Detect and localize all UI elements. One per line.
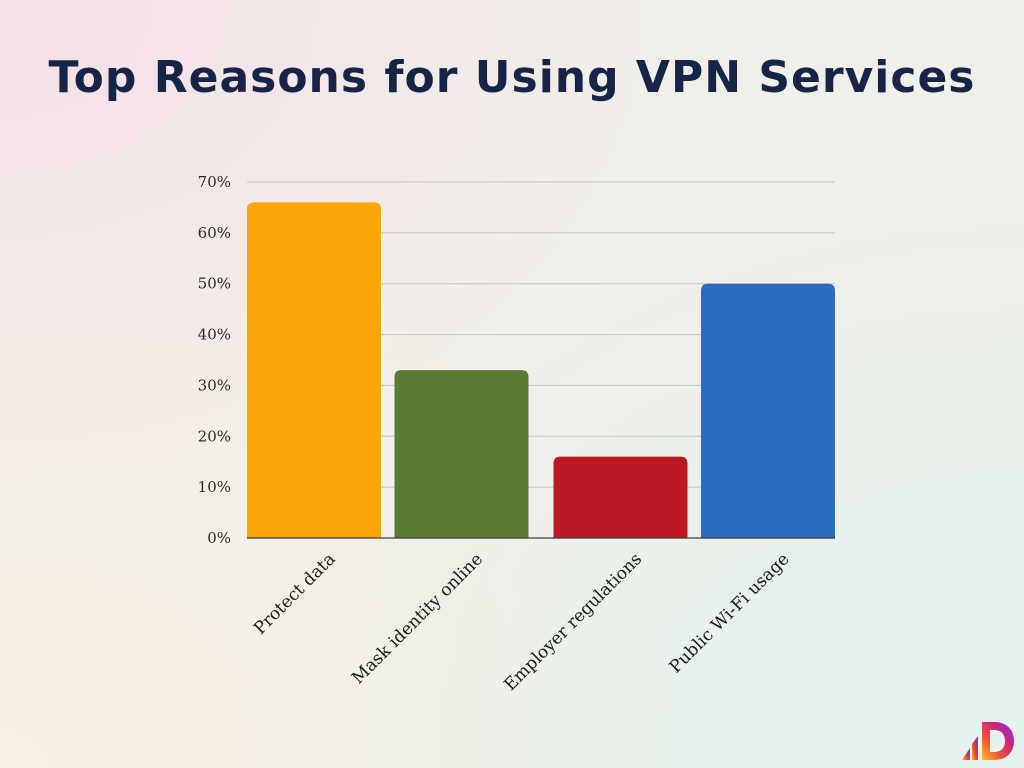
bar (701, 283, 835, 538)
x-category-label: Employer regulations (500, 549, 646, 695)
y-tick-label: 10% (198, 478, 231, 496)
bar (394, 370, 529, 538)
y-tick-label: 60% (198, 224, 231, 242)
x-axis-labels: Protect data Mask identity online Employer… (250, 549, 793, 695)
x-category-label: Public Wi-Fi usage (666, 549, 794, 677)
x-category-label: Protect data (250, 549, 339, 638)
bar (247, 202, 381, 539)
y-tick-label: 20% (198, 427, 231, 445)
d-logo-icon (962, 722, 1014, 760)
y-tick-label: 0% (207, 529, 231, 547)
x-category-label: Mask identity online (348, 549, 487, 688)
bars (247, 202, 835, 539)
y-tick-label: 30% (198, 376, 231, 394)
y-tick-label: 40% (198, 326, 231, 344)
y-axis-ticks: 0% 10% 20% 30% 40% 50% 60% 70% (198, 173, 231, 547)
bar (553, 456, 688, 538)
y-tick-label: 70% (198, 173, 231, 191)
y-tick-label: 50% (198, 275, 231, 293)
chart-title: Top Reasons for Using VPN Services (48, 52, 976, 103)
